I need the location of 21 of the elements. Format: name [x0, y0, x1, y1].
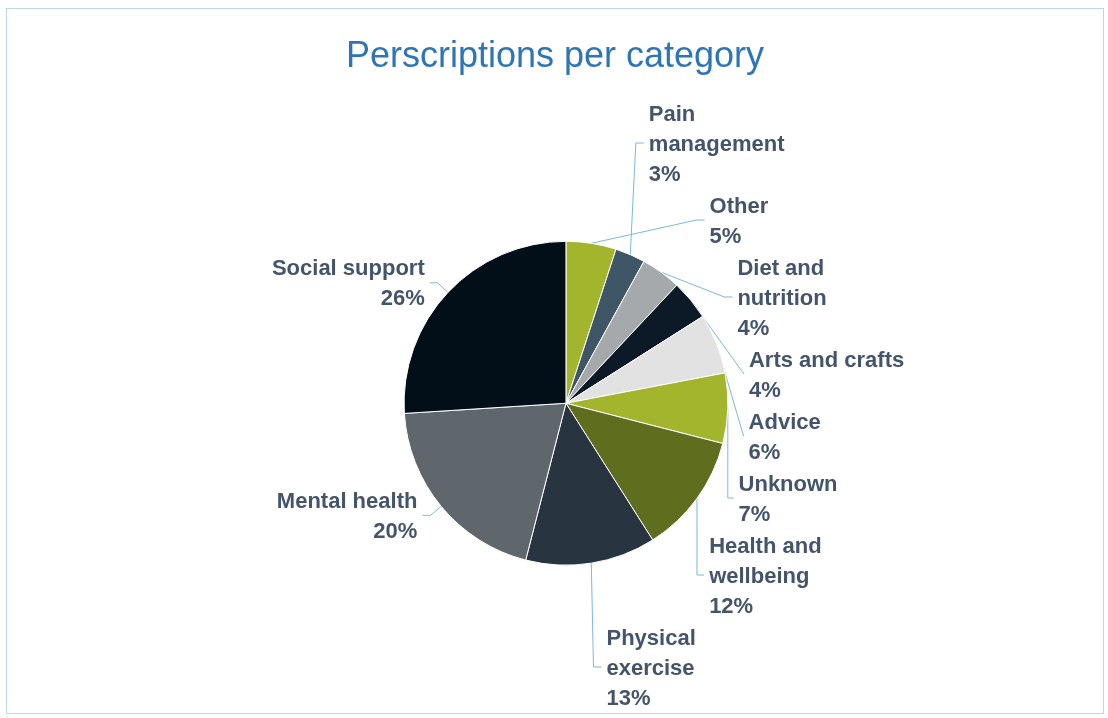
data-label: 5% [709, 222, 742, 248]
chart-title: Perscriptions per category [345, 33, 765, 75]
slice-label: Arts and crafts [748, 346, 905, 372]
data-label: 3% [648, 160, 681, 186]
slice-label: Other [709, 192, 769, 218]
data-label: 26% [380, 285, 425, 311]
data-label: 6% [748, 438, 781, 464]
data-label: 4% [737, 314, 770, 340]
slice-label: Advice [748, 408, 821, 434]
data-label: 12% [709, 592, 754, 618]
slice-label: Diet and nutrition [737, 254, 827, 310]
slice-label: Pain management [648, 100, 786, 156]
data-label: 13% [606, 684, 651, 710]
data-label: 20% [373, 517, 418, 543]
slice-label: Social support [271, 255, 426, 281]
slice-label: Physical exercise [606, 624, 696, 680]
slice-label: Unknown [738, 470, 838, 496]
slice-label: Health and wellbeing [708, 532, 822, 588]
data-label: 4% [748, 376, 781, 402]
slice-label: Mental health [276, 487, 418, 513]
data-label: 7% [738, 500, 771, 526]
